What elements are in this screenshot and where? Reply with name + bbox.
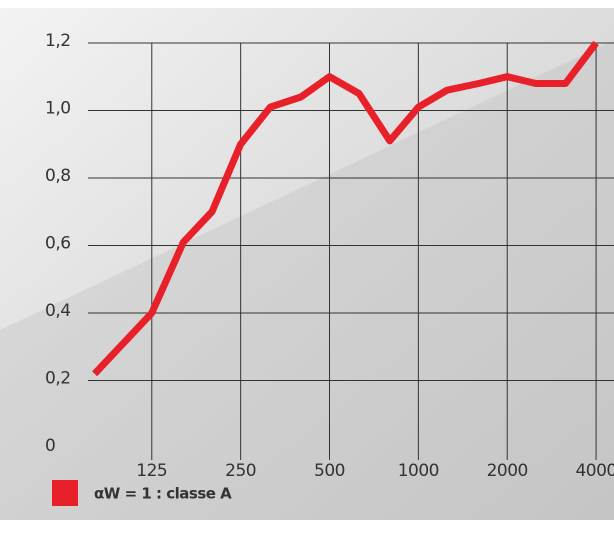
y-tick-label: 1,2 [45,31,71,51]
y-tick-label: 0,6 [45,234,71,254]
data-line [92,40,599,377]
y-tick-label: 0 [45,436,55,456]
x-tick-label: 500 [314,461,345,481]
x-tick-label: 1000 [398,461,439,481]
x-tick-label: 4000 [575,461,614,481]
x-tick-label: 2000 [487,461,528,481]
x-tick-label: 125 [136,461,167,481]
legend-label: αW = 1 : classe A [94,485,232,503]
x-tick-label: 250 [225,461,256,481]
legend-swatch [52,480,78,506]
y-tick-label: 1,0 [45,99,71,119]
y-tick-label: 0,8 [45,166,71,186]
y-tick-label: 0,4 [45,301,71,321]
y-tick-label: 0,2 [45,369,71,389]
background-shape [0,40,614,520]
